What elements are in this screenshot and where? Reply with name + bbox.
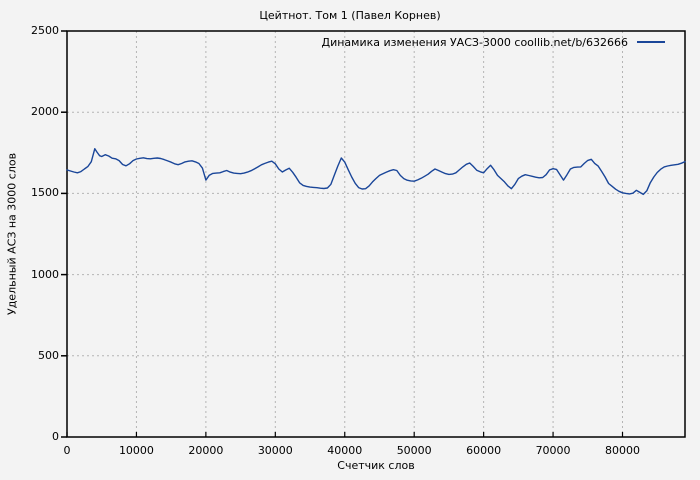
chart-title: Цейтнот. Том 1 (Павел Корнев): [259, 9, 441, 22]
y-tick-label: 2500: [31, 24, 59, 37]
x-tick-label: 60000: [466, 444, 502, 457]
x-tick-label: 20000: [188, 444, 224, 457]
y-tick-label: 2000: [31, 105, 59, 119]
plot-border: [66, 30, 686, 438]
x-axis-title: Счетчик слов: [337, 459, 415, 472]
y-axis-title: Удельный АСЗ на 3000 слов: [5, 152, 19, 316]
x-tick-label: 30000: [257, 444, 293, 457]
x-tick-label: 10000: [118, 444, 154, 457]
legend-line-sample: [637, 41, 665, 43]
x-tick-label: 0: [63, 444, 71, 457]
y-tick-label: 500: [38, 348, 59, 362]
legend-label: Динамика изменения УАСЗ-3000 coollib.net…: [321, 35, 629, 49]
x-tick-label: 70000: [535, 444, 571, 457]
data-line: [66, 147, 686, 196]
y-tick-label: 1000: [31, 267, 59, 281]
x-tick-label: 40000: [327, 444, 363, 457]
x-tick-label: 50000: [396, 444, 432, 457]
x-tick-label: 80000: [605, 444, 640, 457]
legend: Динамика изменения УАСЗ-3000 coollib.net…: [321, 35, 665, 49]
y-tick-label: 0: [52, 430, 59, 443]
y-tick-label: 1500: [31, 186, 59, 200]
